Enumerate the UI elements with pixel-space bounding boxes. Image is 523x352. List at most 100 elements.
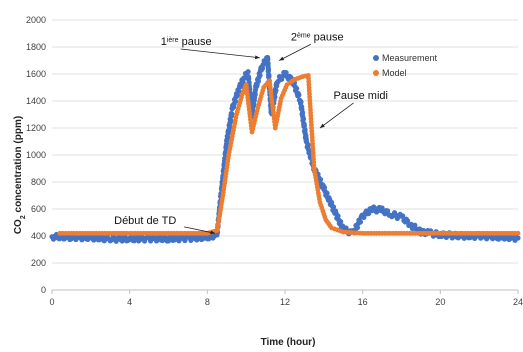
annotation-arrow — [180, 48, 260, 59]
annotation-label: Début de TD — [114, 215, 176, 227]
annotation-arrowhead — [210, 230, 216, 235]
data-point — [266, 73, 272, 80]
x-tick-label: 16 — [358, 297, 368, 307]
annotation-text: 2 — [291, 31, 297, 43]
data-point — [234, 92, 241, 98]
data-point — [299, 109, 306, 116]
data-point — [357, 219, 364, 225]
y-tick-label: 400 — [31, 231, 46, 241]
annotation-arrowhead — [319, 123, 325, 128]
y-axis-title: CO2 concentration (ppm) — [13, 116, 27, 234]
annotation-text-rest: pause — [311, 31, 344, 43]
data-point — [330, 204, 337, 210]
y-tick-label: 2000 — [26, 15, 46, 25]
data-point — [265, 60, 271, 66]
data-point — [317, 176, 324, 183]
series-model — [57, 72, 521, 236]
data-point — [338, 219, 344, 225]
data-point — [296, 92, 302, 98]
legend: Measurement Model — [373, 53, 438, 78]
legend-marker — [373, 55, 379, 61]
data-point — [224, 141, 230, 147]
y-tick-labels: 0 200 400 600 800 1000 1200 1400 1600 1800 2000 — [26, 15, 46, 295]
y-tick-label: 800 — [31, 177, 46, 187]
annotation-arrow — [278, 43, 312, 61]
x-axis-title: Time (hour) — [261, 337, 316, 348]
data-point — [400, 213, 406, 219]
x-tick-label: 0 — [49, 297, 54, 307]
data-point — [283, 69, 289, 76]
legend-marker — [373, 70, 379, 76]
data-point — [257, 72, 263, 79]
x-tick-label: 4 — [127, 297, 132, 307]
data-point — [324, 190, 330, 196]
x-tick-label: 8 — [205, 297, 210, 307]
legend-label: Model — [382, 68, 407, 78]
legend-label: Measurement — [382, 53, 438, 63]
axes — [51, 289, 519, 294]
annotation-arrowhead — [254, 55, 260, 60]
data-point — [273, 87, 279, 94]
data-point — [206, 236, 212, 242]
annotation-pause-midi: Pause midi — [319, 90, 388, 129]
y-tick-label: 1200 — [26, 123, 46, 133]
annotation-arrow — [184, 226, 216, 234]
annotation-arrow — [319, 102, 354, 129]
y-tick-label: 1600 — [26, 69, 46, 79]
data-point — [321, 185, 328, 191]
y-tick-label: 1800 — [26, 42, 46, 52]
data-point — [236, 88, 242, 94]
data-point — [265, 56, 271, 63]
annotation-text: Début de TD — [114, 215, 176, 227]
data-point — [251, 101, 257, 107]
data-point — [385, 208, 391, 214]
x-tick-label: 12 — [280, 297, 290, 307]
data-point — [229, 111, 235, 117]
y-axis-title-main: CO — [13, 219, 24, 234]
y-axis-title-subscript: 2 — [20, 215, 27, 219]
y-tick-label: 600 — [31, 204, 46, 214]
data-point — [245, 69, 251, 75]
data-point — [223, 146, 229, 152]
data-point — [300, 116, 307, 122]
y-axis-title-rest: concentration (ppm) — [13, 116, 24, 215]
annotation-text: 1 — [161, 36, 167, 48]
data-point — [515, 230, 521, 236]
data-point — [246, 76, 252, 82]
legend-item-measurement: Measurement — [373, 53, 438, 63]
data-point — [366, 210, 372, 217]
data-series — [49, 54, 521, 244]
data-point — [515, 235, 521, 241]
data-point — [305, 142, 311, 148]
data-point — [298, 99, 304, 105]
y-tick-label: 0 — [41, 285, 46, 295]
data-point — [225, 134, 231, 141]
data-point — [361, 214, 367, 220]
data-point — [294, 85, 300, 92]
annotation-superscript: ème — [297, 32, 311, 39]
x-tick-label: 24 — [513, 297, 523, 307]
annotation-label: 1ière pause — [161, 36, 212, 48]
gridlines — [52, 19, 518, 291]
data-point — [404, 218, 411, 224]
annotation-arrowhead — [279, 56, 285, 61]
annotation-label: 2ème pause — [291, 31, 344, 43]
x-tick-labels: 0 4 8 12 16 20 24 — [49, 297, 523, 307]
annotation-text-rest: pause — [179, 36, 212, 48]
data-point — [232, 98, 239, 105]
legend-item-model: Model — [373, 68, 407, 78]
data-point — [265, 66, 272, 73]
y-tick-label: 1000 — [26, 150, 46, 160]
annotation-deuxieme-pause: 2ème pause — [278, 31, 344, 61]
annotation-superscript: ière — [167, 36, 179, 43]
x-tick-label: 20 — [435, 297, 445, 307]
annotation-premiere-pause: 1ière pause — [161, 36, 260, 60]
data-point — [302, 127, 308, 133]
data-point — [227, 124, 233, 130]
data-point — [252, 91, 258, 98]
data-point — [228, 118, 234, 124]
data-point — [335, 213, 341, 219]
annotation-label: Pause midi — [334, 90, 388, 102]
y-tick-label: 1400 — [26, 96, 46, 106]
